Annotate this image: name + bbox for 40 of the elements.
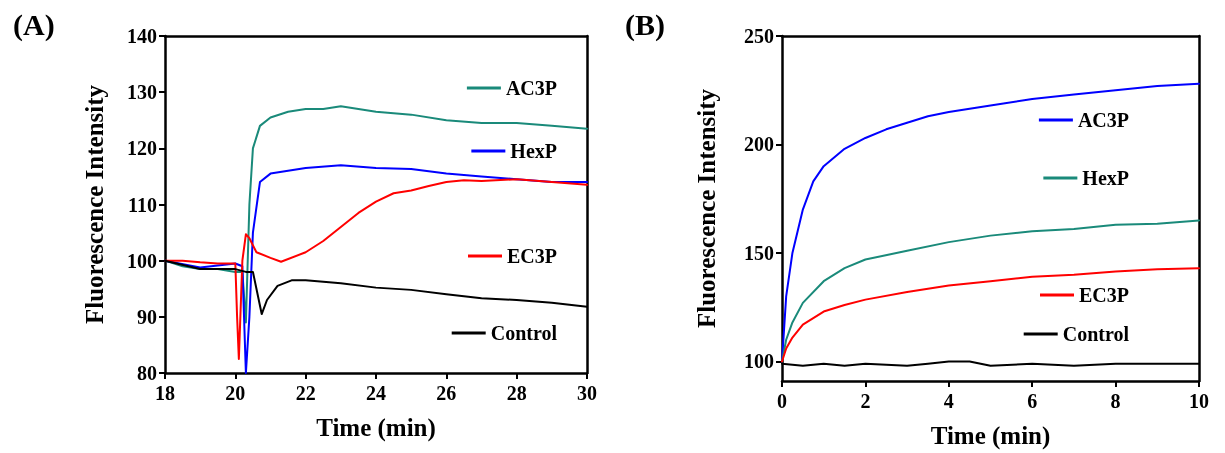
x-tick-label: 28 bbox=[506, 382, 527, 404]
y-tick-label: 250 bbox=[744, 25, 774, 47]
line-series bbox=[781, 267, 1200, 363]
y-tick-label: 200 bbox=[744, 133, 774, 156]
legend-label: HexP bbox=[510, 140, 558, 162]
legend-label: AC3P bbox=[505, 77, 558, 99]
y-tick-label: 80 bbox=[137, 362, 157, 384]
x-tick-label: 8 bbox=[1110, 390, 1121, 412]
x-tick-label: 24 bbox=[366, 382, 386, 404]
y-tick-label: 130 bbox=[127, 81, 157, 104]
x-axis-title: Time (min) bbox=[316, 414, 436, 442]
y-tick-label: 140 bbox=[127, 25, 157, 47]
x-tick-label: 26 bbox=[436, 382, 457, 404]
x-tick-label: 22 bbox=[295, 382, 316, 404]
y-tick-label: 100 bbox=[127, 249, 157, 272]
y-axis-title: Fluorescence Intensity bbox=[81, 84, 108, 325]
x-tick-label: 20 bbox=[225, 382, 246, 404]
x-tick-label: 10 bbox=[1189, 390, 1209, 412]
y-tick-label: 100 bbox=[744, 350, 774, 373]
legend-label: EC3P bbox=[1079, 284, 1129, 306]
y-axis-title: Fluorescence Intensity bbox=[693, 88, 720, 329]
chart-title: (A) bbox=[13, 7, 55, 42]
legend-label: AC3P bbox=[1077, 109, 1130, 131]
y-tick-label: 120 bbox=[127, 137, 157, 160]
chart-title: (B) bbox=[625, 7, 665, 42]
x-axis-title: Time (min) bbox=[930, 422, 1051, 450]
x-tick-label: 30 bbox=[577, 382, 597, 404]
x-tick-label: 4 bbox=[943, 390, 954, 412]
x-tick-label: 0 bbox=[777, 390, 787, 412]
legend-label: Control bbox=[490, 322, 558, 344]
y-tick-label: 110 bbox=[128, 193, 157, 216]
x-tick-label: 2 bbox=[860, 390, 871, 412]
y-tick-label: 150 bbox=[744, 241, 774, 264]
x-tick-label: 18 bbox=[155, 382, 175, 404]
x-tick-label: 6 bbox=[1027, 390, 1038, 412]
legend-label: EC3P bbox=[507, 245, 557, 267]
line-series bbox=[781, 219, 1200, 363]
legend-label: Control bbox=[1062, 323, 1130, 345]
legend-label: HexP bbox=[1082, 167, 1130, 189]
y-tick-label: 90 bbox=[137, 305, 157, 328]
